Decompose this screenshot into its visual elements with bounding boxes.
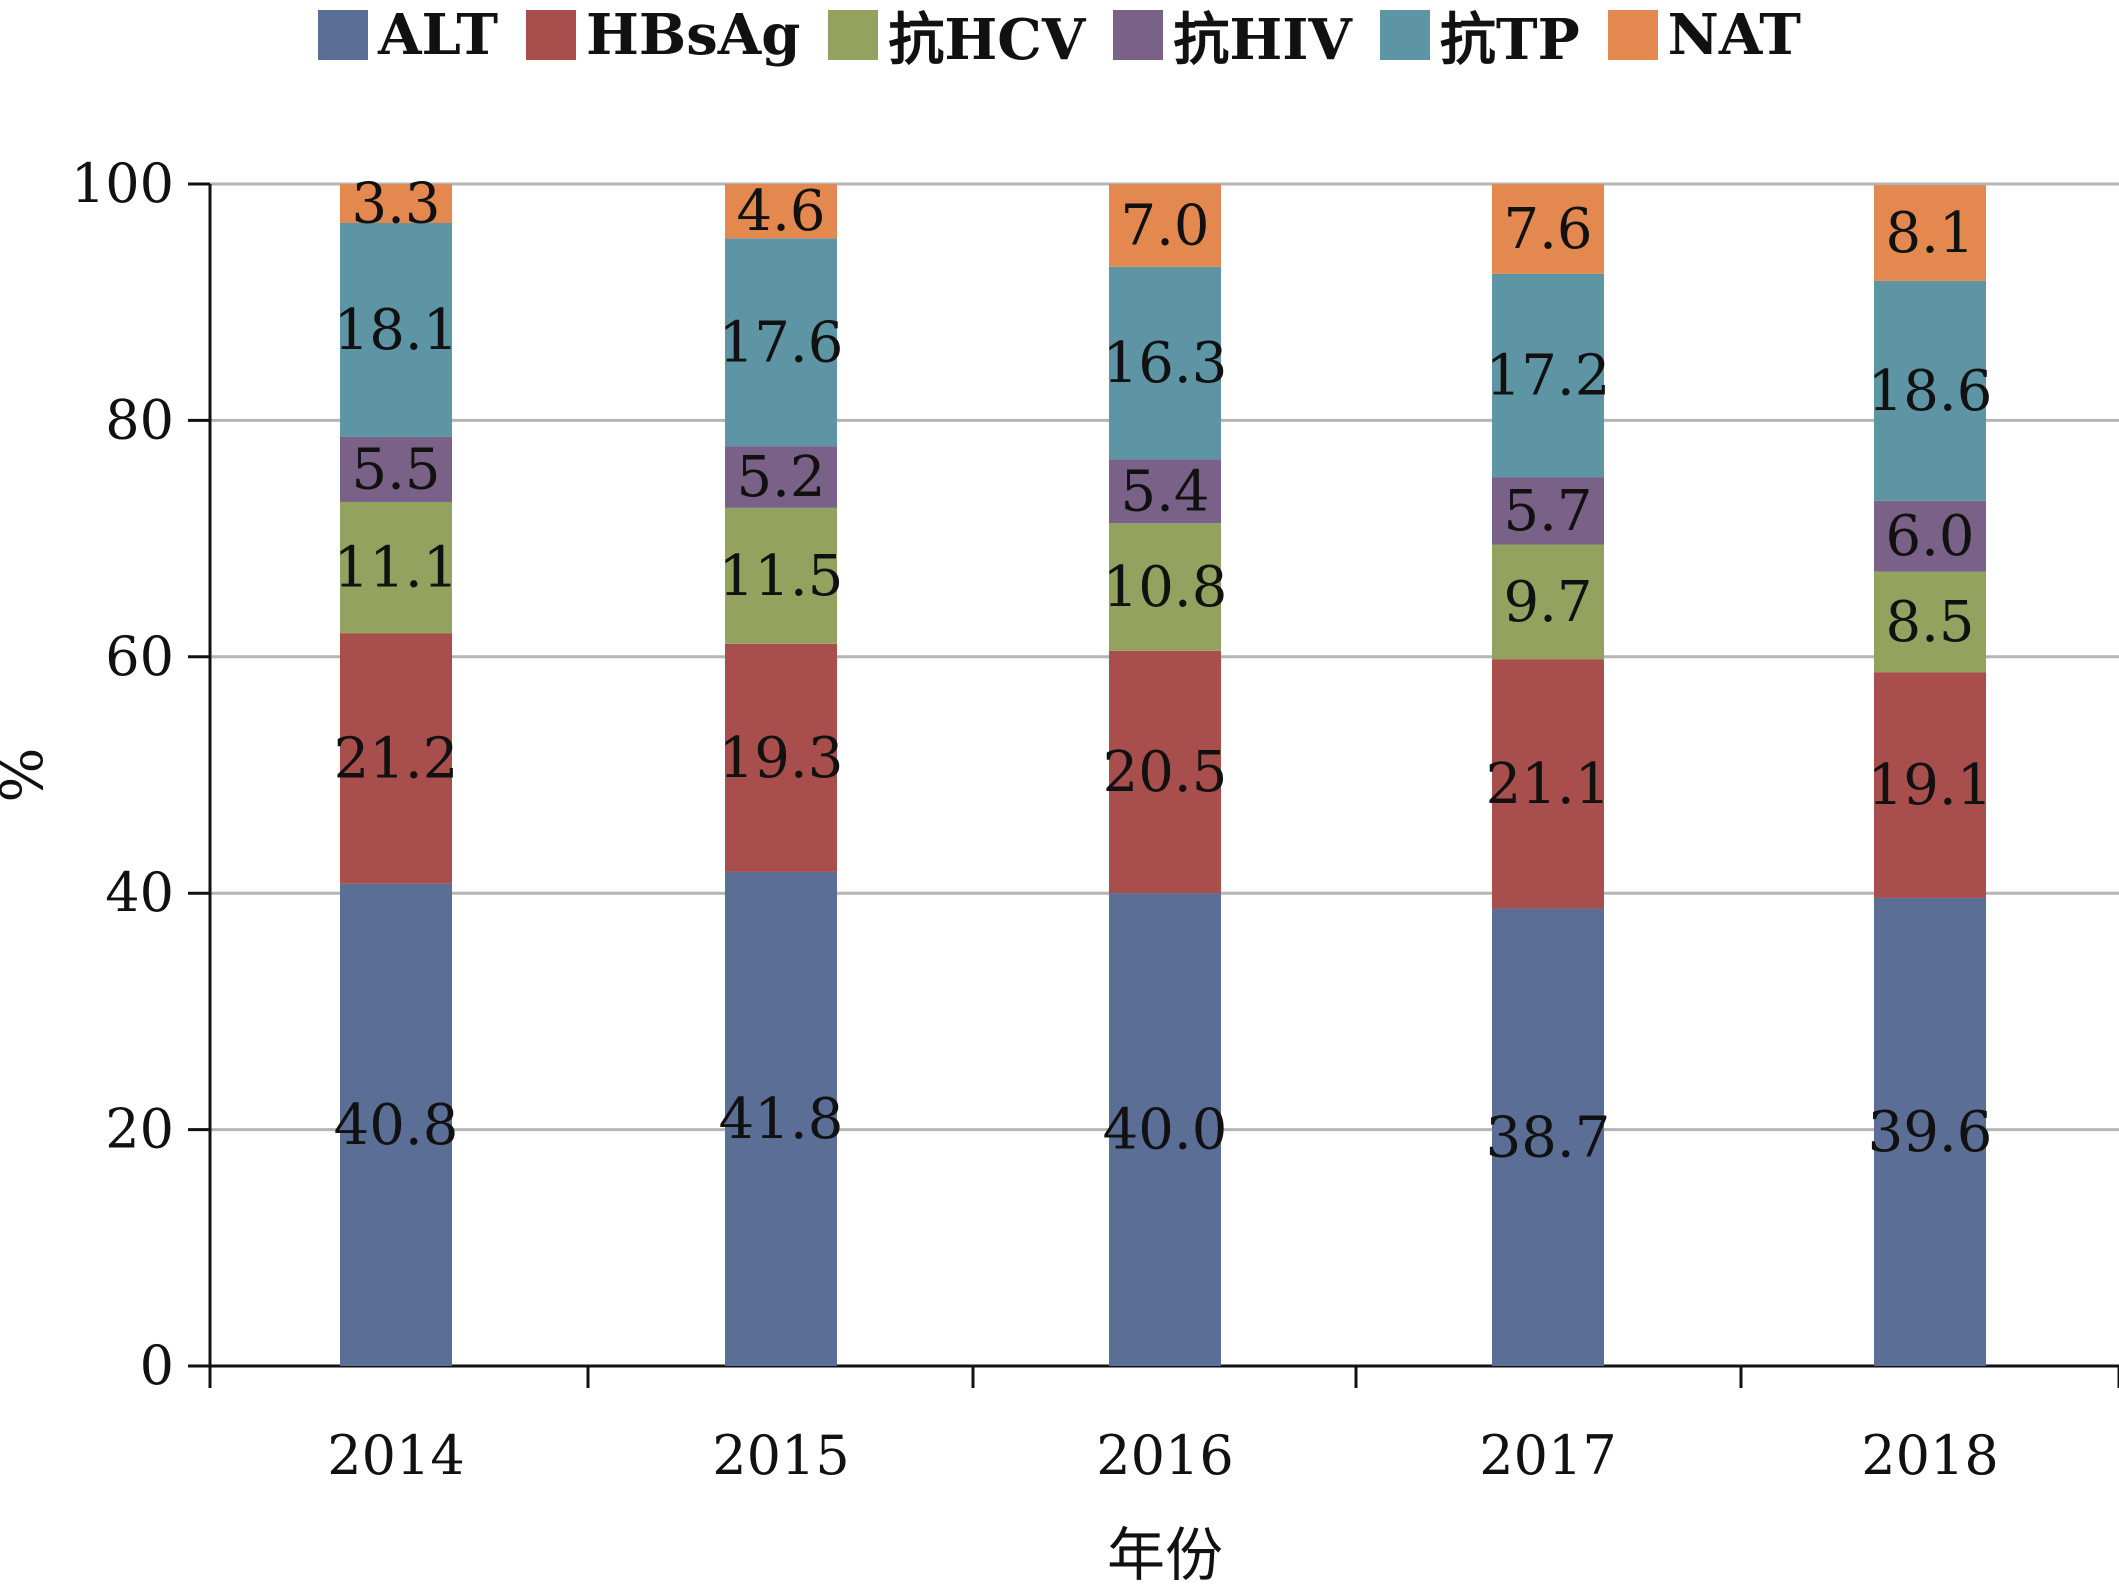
bar-segment bbox=[725, 446, 837, 508]
x-axis-title: 年份 bbox=[1107, 1521, 1223, 1589]
bar-segment bbox=[1874, 571, 1986, 673]
x-tick-label: 2017 bbox=[1479, 1424, 1616, 1487]
legend-swatch bbox=[1607, 10, 1658, 60]
legend-item: 抗TP bbox=[1379, 0, 1580, 76]
bar-segment bbox=[1109, 459, 1221, 524]
bar-segment bbox=[725, 238, 837, 447]
data-label: 8.5 bbox=[1885, 590, 1974, 655]
legend-item: HBsAg bbox=[526, 2, 800, 68]
bar-segment bbox=[1109, 650, 1221, 894]
data-label: 8.1 bbox=[1885, 201, 1974, 266]
data-label: 20.5 bbox=[1103, 740, 1228, 805]
legend: ALT HBsAg 抗HCV 抗HIV 抗TP NAT bbox=[0, 0, 2119, 73]
bar-segment bbox=[725, 643, 837, 872]
legend-item: NAT bbox=[1607, 2, 1801, 68]
bar-segment bbox=[1109, 266, 1221, 460]
data-label: 5.4 bbox=[1120, 459, 1209, 524]
data-label: 17.6 bbox=[719, 310, 844, 375]
data-label: 5.7 bbox=[1503, 479, 1592, 544]
y-tick-label: 60 bbox=[105, 625, 174, 688]
data-label: 7.6 bbox=[1503, 197, 1592, 262]
bar-segment bbox=[725, 871, 837, 1366]
data-label: 9.7 bbox=[1503, 570, 1592, 635]
bar-segment bbox=[1874, 672, 1986, 898]
legend-label: ALT bbox=[378, 2, 499, 68]
data-label: 11.5 bbox=[719, 544, 844, 609]
bar-segment bbox=[340, 184, 452, 224]
bar-segment bbox=[1492, 273, 1604, 478]
bar-segment bbox=[1109, 523, 1221, 651]
bar-segment bbox=[725, 507, 837, 644]
y-tick-label: 20 bbox=[105, 1098, 174, 1161]
legend-label: NAT bbox=[1667, 2, 1801, 68]
bar-segment bbox=[1874, 500, 1986, 572]
x-tick-label: 2014 bbox=[327, 1424, 464, 1487]
data-label: 7.0 bbox=[1120, 193, 1209, 258]
y-tick-label: 40 bbox=[105, 861, 174, 924]
data-label: 11.1 bbox=[334, 536, 459, 601]
bar-segment bbox=[1492, 184, 1604, 274]
legend-item: 抗HCV bbox=[828, 0, 1085, 76]
legend-swatch bbox=[526, 10, 577, 60]
data-label: 4.6 bbox=[736, 179, 825, 244]
bar-segment bbox=[1874, 897, 1986, 1366]
data-label: 41.8 bbox=[719, 1087, 844, 1152]
y-axis-title: % bbox=[0, 747, 56, 802]
data-label: 39.6 bbox=[1868, 1100, 1993, 1165]
bar-segment bbox=[1109, 184, 1221, 267]
data-label: 19.1 bbox=[1868, 753, 1993, 818]
legend-swatch bbox=[828, 10, 879, 60]
bar-segment bbox=[340, 501, 452, 634]
bar-segment bbox=[1492, 544, 1604, 660]
bar-segment bbox=[1492, 659, 1604, 909]
data-label: 21.2 bbox=[334, 726, 459, 791]
data-label: 19.3 bbox=[719, 726, 844, 791]
bar-segment bbox=[1874, 280, 1986, 501]
y-tick-label: 100 bbox=[71, 152, 174, 215]
bar-segment bbox=[725, 184, 837, 239]
data-label: 6.0 bbox=[1885, 504, 1974, 569]
bar-segment bbox=[1492, 477, 1604, 545]
bar-segment bbox=[1492, 908, 1604, 1366]
data-label: 16.3 bbox=[1103, 331, 1228, 396]
legend-swatch bbox=[318, 10, 369, 60]
y-tick-label: 80 bbox=[105, 388, 174, 451]
data-label: 3.3 bbox=[351, 172, 440, 237]
bar-segment bbox=[340, 223, 452, 437]
x-tick-label: 2016 bbox=[1096, 1424, 1233, 1487]
data-label: 40.8 bbox=[334, 1093, 459, 1158]
legend-label: 抗TP bbox=[1439, 6, 1580, 73]
data-label: 18.1 bbox=[334, 298, 459, 363]
legend-label: 抗HIV bbox=[1173, 6, 1352, 73]
legend-label: HBsAg bbox=[586, 2, 801, 68]
data-label: 5.2 bbox=[736, 445, 825, 510]
legend-swatch bbox=[1379, 10, 1430, 60]
data-label: 18.6 bbox=[1868, 359, 1993, 424]
x-tick-label: 2018 bbox=[1861, 1424, 1998, 1487]
x-tick-label: 2015 bbox=[712, 1424, 849, 1487]
bar-segment bbox=[1874, 185, 1986, 281]
data-label: 40.0 bbox=[1103, 1098, 1228, 1163]
bar-segment bbox=[340, 436, 452, 502]
y-tick-label: 0 bbox=[140, 1334, 174, 1397]
data-label: 38.7 bbox=[1486, 1105, 1611, 1170]
legend-swatch bbox=[1113, 10, 1164, 60]
data-label: 21.1 bbox=[1486, 752, 1611, 817]
data-label: 10.8 bbox=[1103, 555, 1228, 620]
bar-segment bbox=[340, 883, 452, 1366]
legend-item: 抗HIV bbox=[1113, 0, 1352, 76]
data-label: 5.5 bbox=[351, 437, 440, 502]
data-label: 17.2 bbox=[1486, 343, 1611, 408]
legend-item: ALT bbox=[318, 2, 498, 68]
legend-label: 抗HCV bbox=[888, 6, 1086, 73]
bar-segment bbox=[1109, 893, 1221, 1366]
bar-segment bbox=[340, 633, 452, 884]
